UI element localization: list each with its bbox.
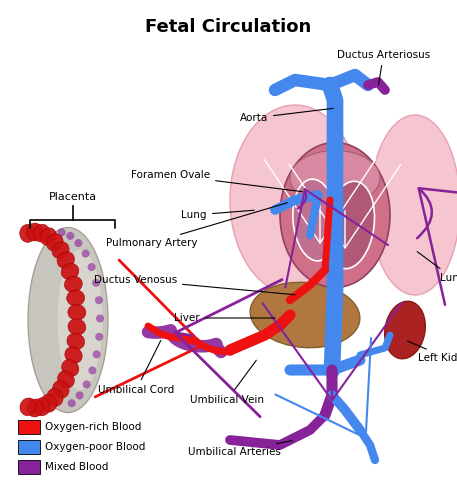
Ellipse shape [57, 252, 74, 269]
Ellipse shape [293, 179, 337, 261]
Ellipse shape [20, 224, 36, 243]
Ellipse shape [27, 223, 43, 241]
FancyBboxPatch shape [18, 460, 40, 474]
Ellipse shape [83, 380, 90, 389]
Text: Pulmonary Artery: Pulmonary Artery [106, 203, 287, 248]
Ellipse shape [290, 150, 380, 205]
Text: Ductus Venosus: Ductus Venosus [94, 275, 295, 295]
Ellipse shape [88, 263, 96, 271]
Ellipse shape [250, 282, 360, 348]
Ellipse shape [325, 181, 375, 269]
Text: Ductus Arteriosus: Ductus Arteriosus [337, 50, 430, 85]
Ellipse shape [33, 224, 50, 242]
Ellipse shape [27, 399, 43, 417]
Text: Placenta: Placenta [48, 192, 96, 202]
Ellipse shape [66, 232, 74, 240]
Ellipse shape [58, 228, 66, 236]
Text: Fetal Circulation: Fetal Circulation [145, 18, 311, 36]
Ellipse shape [75, 392, 84, 399]
Ellipse shape [64, 276, 82, 292]
Ellipse shape [52, 242, 69, 259]
Ellipse shape [230, 105, 360, 295]
Ellipse shape [96, 315, 104, 322]
Ellipse shape [93, 350, 101, 358]
Ellipse shape [20, 398, 36, 416]
Ellipse shape [68, 319, 86, 335]
Ellipse shape [280, 143, 390, 288]
Text: Umbilical Vein: Umbilical Vein [190, 360, 264, 405]
Ellipse shape [88, 367, 96, 374]
Text: Lung: Lung [181, 210, 254, 220]
Ellipse shape [62, 360, 79, 376]
Ellipse shape [28, 227, 108, 413]
Ellipse shape [47, 389, 63, 406]
Ellipse shape [92, 279, 100, 287]
Ellipse shape [385, 301, 425, 359]
Text: Umbilical Cord: Umbilical Cord [98, 341, 174, 395]
Ellipse shape [74, 239, 82, 247]
Text: Mixed Blood: Mixed Blood [45, 462, 108, 472]
Text: Oxygen-rich Blood: Oxygen-rich Blood [45, 422, 141, 432]
Text: Lung: Lung [417, 252, 457, 283]
FancyBboxPatch shape [18, 420, 40, 434]
Text: Left Kidney: Left Kidney [408, 341, 457, 363]
Text: Liver: Liver [175, 313, 275, 323]
Ellipse shape [95, 296, 103, 304]
Ellipse shape [65, 347, 82, 364]
Text: Aorta: Aorta [240, 108, 333, 123]
Ellipse shape [46, 234, 63, 251]
Ellipse shape [370, 115, 457, 295]
Ellipse shape [41, 394, 57, 412]
Ellipse shape [40, 228, 57, 245]
Ellipse shape [53, 381, 69, 398]
Ellipse shape [61, 263, 79, 280]
Text: Foramen Ovale: Foramen Ovale [131, 170, 302, 192]
Text: Umbilical Arteries: Umbilical Arteries [188, 441, 292, 457]
Ellipse shape [81, 249, 90, 258]
Text: Oxygen-poor Blood: Oxygen-poor Blood [45, 442, 145, 452]
Ellipse shape [67, 333, 85, 349]
Ellipse shape [58, 250, 102, 390]
Ellipse shape [68, 399, 76, 407]
Ellipse shape [68, 304, 86, 320]
Ellipse shape [95, 333, 103, 341]
FancyBboxPatch shape [18, 440, 40, 454]
Ellipse shape [58, 371, 74, 388]
Ellipse shape [67, 290, 85, 306]
Ellipse shape [34, 398, 50, 416]
